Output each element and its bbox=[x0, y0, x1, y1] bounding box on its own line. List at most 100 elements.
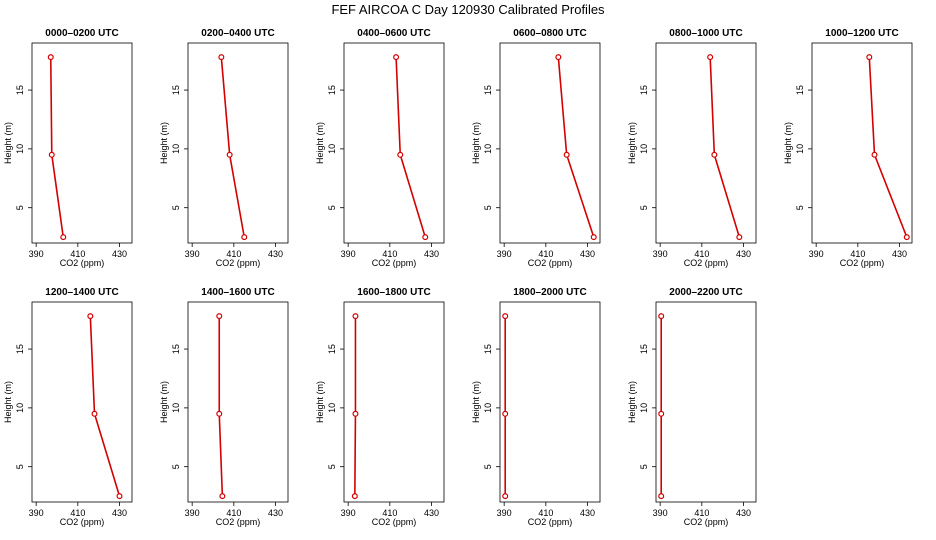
profile-line bbox=[868, 57, 908, 238]
y-tick-label: 5 bbox=[483, 464, 493, 469]
data-point bbox=[352, 313, 359, 320]
x-tick-label: 430 bbox=[736, 508, 751, 518]
profile-panel: 0200–0400 UTC 390 410 430 5 10 15 CO2 (ppm) Heig… bbox=[159, 28, 289, 268]
panel-title: 0000–0200 UTC bbox=[45, 28, 118, 39]
x-axis-label: CO2 (ppm) bbox=[372, 258, 417, 268]
y-axis-label: Height (m) bbox=[471, 381, 481, 423]
data-point bbox=[502, 410, 509, 417]
x-tick-label: 390 bbox=[497, 249, 512, 259]
profile-panel: 0000–0200 UTC 390 410 430 5 10 15 CO2 (ppm) Heig… bbox=[3, 28, 133, 268]
profile-panel: 0600–0800 UTC 390 410 430 5 10 15 CO2 (ppm) Heig… bbox=[471, 28, 601, 268]
y-tick-label: 10 bbox=[171, 403, 181, 413]
data-point bbox=[352, 410, 359, 417]
data-point bbox=[393, 54, 400, 61]
x-tick-label: 410 bbox=[538, 508, 553, 518]
plot-frame bbox=[187, 301, 289, 503]
data-point bbox=[658, 410, 665, 417]
x-tick-label: 410 bbox=[70, 508, 85, 518]
data-point bbox=[422, 234, 429, 241]
data-point bbox=[555, 54, 562, 61]
y-axis-label: Height (m) bbox=[627, 122, 637, 164]
x-axis-label: CO2 (ppm) bbox=[684, 258, 729, 268]
y-tick-label: 15 bbox=[171, 344, 181, 354]
plot-frame bbox=[499, 301, 601, 503]
x-axis-label: CO2 (ppm) bbox=[372, 517, 417, 527]
x-axis-label: CO2 (ppm) bbox=[528, 517, 573, 527]
y-tick-label: 15 bbox=[327, 344, 337, 354]
y-axis-label: Height (m) bbox=[159, 122, 169, 164]
x-tick-label: 390 bbox=[341, 249, 356, 259]
profile-panel: 1600–1800 UTC 390 410 430 5 10 15 CO2 (ppm) Heig… bbox=[315, 287, 445, 527]
x-tick-label: 390 bbox=[809, 249, 824, 259]
figure-title: FEF AIRCOA C Day 120930 Calibrated Profi… bbox=[331, 2, 605, 17]
plot-frame bbox=[811, 42, 913, 244]
y-tick-label: 5 bbox=[171, 205, 181, 210]
profile-line bbox=[49, 57, 65, 238]
profile-line bbox=[395, 57, 427, 238]
x-tick-label: 430 bbox=[268, 249, 283, 259]
panel-title: 1200–1400 UTC bbox=[45, 287, 118, 298]
y-tick-label: 5 bbox=[795, 205, 805, 210]
y-tick-label: 5 bbox=[327, 464, 337, 469]
data-point bbox=[736, 234, 743, 241]
x-axis-label: CO2 (ppm) bbox=[60, 258, 105, 268]
y-tick-label: 10 bbox=[327, 144, 337, 154]
panel-title: 1800–2000 UTC bbox=[513, 287, 586, 298]
data-point bbox=[87, 313, 94, 320]
profile-line bbox=[220, 57, 246, 238]
y-tick-label: 5 bbox=[639, 464, 649, 469]
data-point bbox=[47, 54, 54, 61]
x-tick-label: 390 bbox=[185, 508, 200, 518]
x-tick-label: 430 bbox=[112, 508, 127, 518]
plot-frame bbox=[655, 301, 757, 503]
x-tick-label: 410 bbox=[694, 508, 709, 518]
profile-panel: 1200–1400 UTC 390 410 430 5 10 15 CO2 (ppm) Heig… bbox=[3, 287, 133, 527]
y-tick-label: 10 bbox=[483, 144, 493, 154]
x-tick-label: 410 bbox=[226, 508, 241, 518]
y-tick-label: 5 bbox=[15, 205, 25, 210]
y-axis-label: Height (m) bbox=[3, 122, 13, 164]
x-tick-label: 410 bbox=[70, 249, 85, 259]
data-point bbox=[226, 151, 233, 158]
x-tick-label: 390 bbox=[29, 249, 44, 259]
y-tick-label: 5 bbox=[171, 464, 181, 469]
x-axis-label: CO2 (ppm) bbox=[60, 517, 105, 527]
x-tick-label: 390 bbox=[653, 249, 668, 259]
x-tick-label: 430 bbox=[580, 249, 595, 259]
y-axis-label: Height (m) bbox=[783, 122, 793, 164]
x-axis-label: CO2 (ppm) bbox=[840, 258, 885, 268]
y-tick-label: 10 bbox=[639, 144, 649, 154]
data-point bbox=[48, 151, 55, 158]
data-point bbox=[711, 151, 718, 158]
panel-title: 2000–2200 UTC bbox=[669, 287, 742, 298]
profile-line bbox=[354, 316, 357, 497]
x-tick-label: 410 bbox=[850, 249, 865, 259]
panel-title: 0600–0800 UTC bbox=[513, 28, 586, 39]
y-tick-label: 15 bbox=[15, 344, 25, 354]
y-tick-label: 15 bbox=[639, 85, 649, 95]
plot-frame bbox=[655, 42, 757, 244]
x-tick-label: 410 bbox=[694, 249, 709, 259]
plot-frame bbox=[499, 42, 601, 244]
data-point bbox=[658, 313, 665, 320]
y-tick-label: 5 bbox=[327, 205, 337, 210]
panel-title: 1400–1600 UTC bbox=[201, 287, 274, 298]
y-tick-label: 15 bbox=[483, 85, 493, 95]
y-tick-label: 15 bbox=[639, 344, 649, 354]
data-point bbox=[219, 493, 226, 500]
y-tick-label: 10 bbox=[795, 144, 805, 154]
y-axis-label: Height (m) bbox=[471, 122, 481, 164]
y-tick-label: 15 bbox=[327, 85, 337, 95]
panel-title: 0800–1000 UTC bbox=[669, 28, 742, 39]
data-point bbox=[866, 54, 873, 61]
plot-frame bbox=[31, 301, 133, 503]
data-point bbox=[116, 493, 123, 500]
data-point bbox=[502, 313, 509, 320]
x-axis-label: CO2 (ppm) bbox=[528, 258, 573, 268]
x-tick-label: 430 bbox=[112, 249, 127, 259]
y-tick-label: 15 bbox=[795, 85, 805, 95]
plot-frame bbox=[343, 301, 445, 503]
panel-title: 0400–0600 UTC bbox=[357, 28, 430, 39]
y-axis-label: Height (m) bbox=[315, 122, 325, 164]
